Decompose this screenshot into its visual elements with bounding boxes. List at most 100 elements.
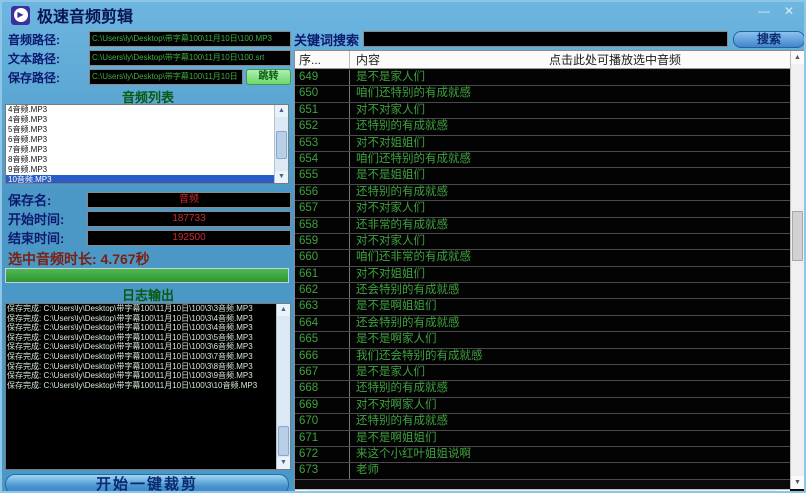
table-body: 649 是不是家人们 650 咱们还特别的有成就感 651 对不对家人们 652 还特别的有成… [295, 70, 790, 489]
table-row[interactable]: 662 还会特别的有成就感 [295, 283, 790, 300]
audio-listbox[interactable]: 4音频.MP3 4音频.MP3 5音频.MP3 6音频.MP3 7音频.MP3 8音频.M… [5, 104, 289, 184]
table-row[interactable]: 664 还会特别的有成就感 [295, 315, 790, 333]
selected-duration-text: 选中音频时长: 4.767秒 [8, 251, 150, 267]
scroll-down-icon[interactable]: ▼ [791, 476, 804, 489]
row-content: 是不是家人们 [356, 366, 425, 379]
row-content: 是不是啊家人们 [356, 333, 437, 346]
table-row[interactable]: 649 是不是家人们 [295, 70, 790, 87]
row-content: 咱们还特别的有成就感 [356, 152, 471, 165]
row-seq: 666 [295, 348, 350, 365]
row-seq: 649 [295, 70, 350, 86]
close-button[interactable]: ✕ [783, 4, 794, 18]
search-button[interactable]: 搜索 [733, 30, 804, 48]
end-time-field[interactable]: 192500 [87, 229, 291, 246]
table-row[interactable]: 663 是不是啊姐姐们 [295, 299, 790, 316]
start-time-label: 开始时间: [8, 212, 65, 227]
table-row[interactable]: 661 对不对姐姐们 [295, 266, 790, 284]
table-horizontal-scrollbar[interactable]: ◄ ► [295, 489, 790, 491]
save-name-label: 保存名: [8, 193, 52, 208]
table-row[interactable]: 650 咱们还特别的有成就感 [295, 86, 790, 103]
right-panel: 关键词搜索 搜索 序... 内容 点击此处可播放选中音频 649 是不是家人们 65… [294, 30, 804, 491]
table-row[interactable]: 654 咱们还特别的有成就感 [295, 151, 790, 169]
scroll-down-icon[interactable]: ▼ [277, 457, 290, 469]
seq-column-header: 序... [295, 51, 350, 68]
log-entry: 保存完成: C:\Users\ly\Desktop\带字幕100\11月10日\… [7, 332, 253, 342]
row-seq: 656 [295, 184, 350, 201]
log-scrollbar[interactable]: ▲ ▼ [276, 304, 290, 469]
progress-fill [6, 269, 288, 282]
row-content: 对不对家人们 [356, 234, 425, 247]
list-item[interactable]: 4音频.MP3 [8, 105, 48, 114]
table-row[interactable]: 673 老师 [295, 463, 790, 480]
scroll-up-icon[interactable]: ▲ [791, 51, 804, 64]
table-row[interactable]: 670 还特别的有成就感 [295, 414, 790, 431]
window-title: 极速音频剪辑 [37, 9, 134, 26]
table-row[interactable]: 665 是不是啊家人们 [295, 332, 790, 349]
scroll-thumb[interactable] [276, 131, 287, 159]
table-row[interactable]: 656 还特别的有成就感 [295, 184, 790, 202]
play-hint[interactable]: 点击此处可播放选中音频 [548, 52, 681, 67]
list-item[interactable]: 4音频.MP3 [8, 115, 48, 124]
row-seq: 657 [295, 201, 350, 217]
list-item[interactable]: 6音频.MP3 [8, 135, 48, 144]
scroll-thumb[interactable] [278, 426, 289, 456]
row-content: 对不对姐姐们 [356, 267, 425, 280]
scroll-up-icon[interactable]: ▲ [277, 304, 290, 316]
save-path-field[interactable]: C:\Users\ly\Desktop\带字幕100\11月10日 [89, 69, 243, 85]
scroll-up-icon[interactable]: ▲ [275, 105, 288, 117]
audio-list-scrollbar[interactable]: ▲ ▼ [274, 105, 288, 183]
row-seq: 658 [295, 217, 350, 233]
table-row[interactable]: 672 来这个小红叶姐姐说啊 [295, 446, 790, 464]
list-item[interactable]: 10音频.MP3 [6, 175, 274, 183]
start-crop-button[interactable]: 开始一键裁剪 [5, 474, 289, 491]
table-row[interactable]: 669 对不对啊家人们 [295, 397, 790, 415]
scroll-right-icon[interactable]: ► [777, 490, 790, 491]
scroll-down-icon[interactable]: ▼ [275, 171, 288, 183]
table-row[interactable]: 659 对不对家人们 [295, 233, 790, 251]
audio-listbox-items: 4音频.MP3 4音频.MP3 5音频.MP3 6音频.MP3 7音频.MP3 8音频.M… [6, 105, 274, 183]
minimize-button[interactable]: — [757, 4, 770, 18]
save-name-field[interactable]: 音频 [87, 191, 291, 208]
row-seq: 670 [295, 414, 350, 430]
scroll-left-icon[interactable]: ◄ [295, 490, 308, 491]
table-row[interactable]: 655 是不是姐姐们 [295, 168, 790, 185]
row-seq: 672 [295, 446, 350, 463]
row-content: 还会特别的有成就感 [356, 284, 460, 297]
start-time-field[interactable]: 187733 [87, 210, 291, 227]
row-content: 还特别的有成就感 [356, 415, 448, 428]
row-content: 老师 [356, 464, 379, 477]
row-seq: 654 [295, 151, 350, 168]
jump-button[interactable]: 跳转 [246, 69, 291, 85]
row-seq: 651 [295, 102, 350, 119]
table-row[interactable]: 653 对不对姐姐们 [295, 135, 790, 152]
keyword-search-input[interactable] [363, 31, 728, 47]
scroll-thumb[interactable] [792, 211, 803, 261]
log-entry: 保存完成: C:\Users\ly\Desktop\带字幕100\11月10日\… [7, 342, 253, 352]
table-row[interactable]: 658 还非常的有成就感 [295, 217, 790, 234]
table-row[interactable]: 667 是不是家人们 [295, 365, 790, 382]
row-content: 是不是姐姐们 [356, 169, 425, 182]
list-item[interactable]: 5音频.MP3 [8, 125, 48, 134]
text-path-row: 文本路径: C:\Users\ly\Desktop\带字幕100\11月10日\… [5, 49, 291, 67]
table-row[interactable]: 668 还特别的有成就感 [295, 381, 790, 398]
row-content: 是不是家人们 [356, 71, 425, 83]
list-item[interactable]: 9音频.MP3 [8, 165, 48, 174]
table-row[interactable]: 651 对不对家人们 [295, 102, 790, 120]
table-row[interactable]: 657 对不对家人们 [295, 201, 790, 218]
list-item[interactable]: 8音频.MP3 [8, 155, 48, 164]
table-row[interactable]: 671 是不是啊姐姐们 [295, 430, 790, 447]
table-row[interactable]: 652 还特别的有成就感 [295, 119, 790, 136]
table-row[interactable]: 666 我们还会特别的有成就感 [295, 348, 790, 366]
list-item[interactable]: 7音频.MP3 [8, 145, 48, 154]
search-row: 关键词搜索 搜索 [294, 30, 804, 48]
text-path-field[interactable]: C:\Users\ly\Desktop\带字幕100\11月10日\100.sr… [89, 50, 291, 66]
audio-path-field[interactable]: C:\Users\ly\Desktop\带字幕100\11月10日\100.MP… [89, 31, 291, 47]
row-content: 咱们还非常的有成就感 [356, 251, 471, 264]
table-vertical-scrollbar[interactable]: ▲ ▼ [790, 51, 804, 489]
log-output[interactable]: 保存完成: C:\Users\ly\Desktop\带字幕100\11月10日\… [5, 303, 291, 470]
row-seq: 665 [295, 332, 350, 348]
table-row[interactable]: 660 咱们还非常的有成就感 [295, 250, 790, 267]
end-time-row: 结束时间: 192500 [5, 228, 291, 247]
row-seq: 655 [295, 168, 350, 184]
